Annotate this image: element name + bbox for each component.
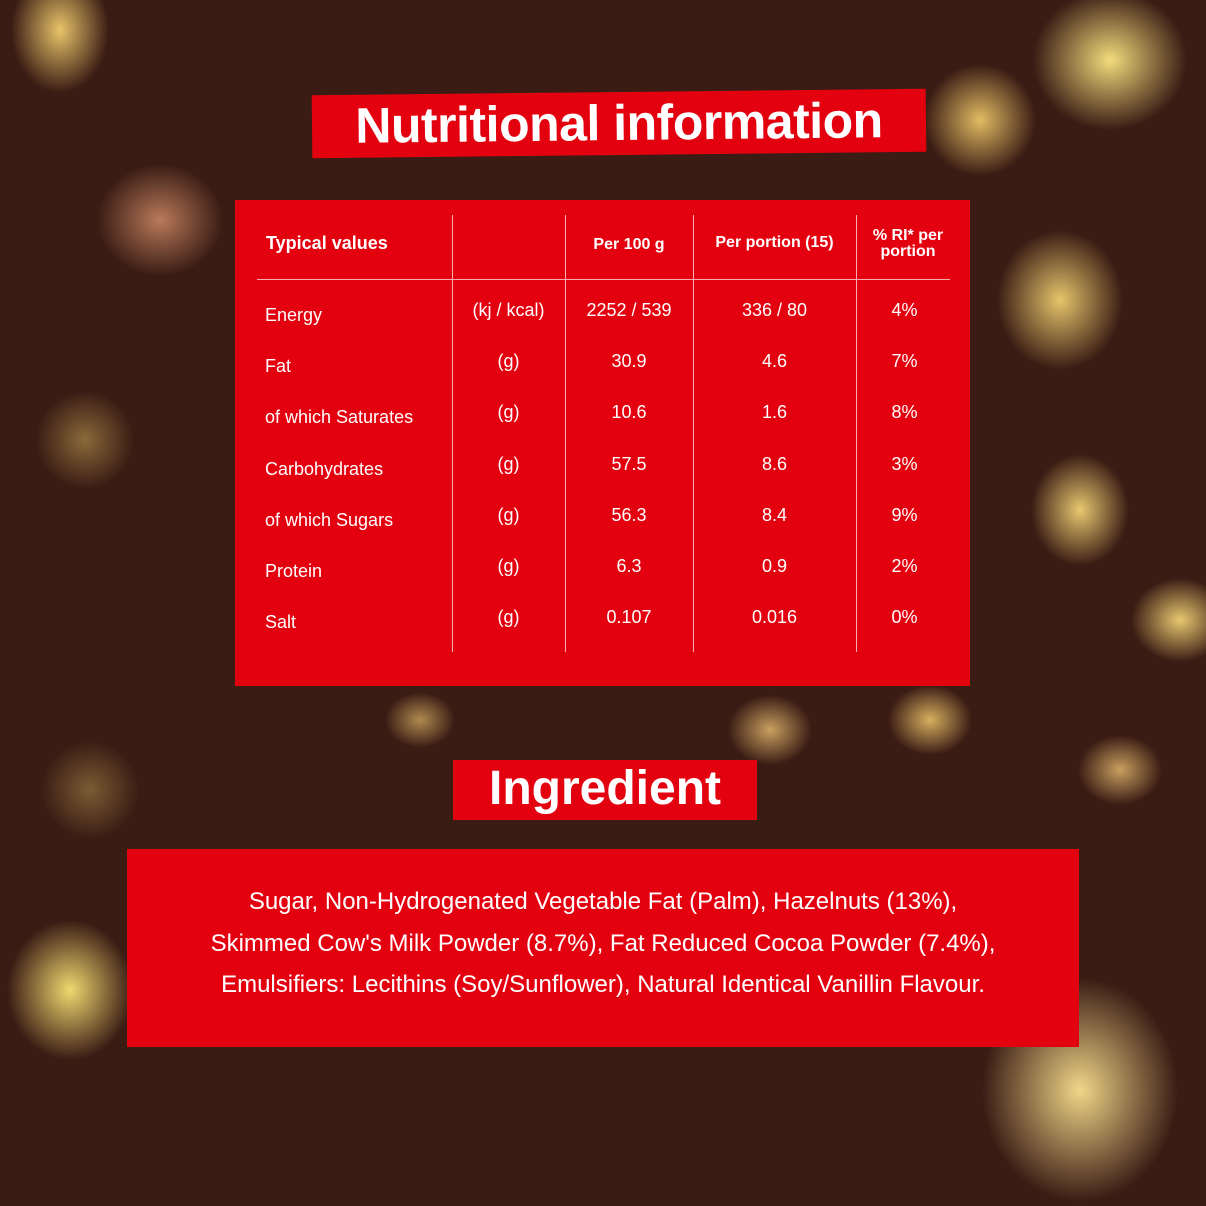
nutrition-cell-ri: 0%	[891, 607, 918, 628]
nutrition-cell-unit: (g)	[497, 504, 520, 525]
nutrition-cell-unit: (kj / kcal)	[472, 300, 545, 320]
nutrition-cell-per100: 2252 / 539	[586, 300, 672, 320]
nutrition-table: Typical values Per 100 g Per portion (15…	[235, 200, 970, 686]
nutrition-cell-unit: (g)	[497, 556, 520, 576]
nutrition-cell-name: Fat	[265, 356, 292, 377]
nutrition-cell-ri: 2%	[891, 556, 918, 576]
nutrition-cell-portion: 8.4	[761, 504, 788, 525]
column-divider	[565, 215, 566, 652]
nutrition-cell-ri: 3%	[891, 453, 918, 474]
nutrition-cell-per100: 10.6	[611, 402, 647, 423]
ingredients-line: Sugar, Non-Hydrogenated Vegetable Fat (P…	[248, 888, 958, 915]
nutrition-cell-per100: 30.9	[611, 351, 647, 372]
column-divider	[856, 215, 857, 652]
nutrition-cell-per100: 57.5	[611, 453, 647, 474]
nutrition-cell-name: Protein	[265, 561, 323, 581]
ingredients-text: Sugar, Non-Hydrogenated Vegetable Fat (P…	[127, 849, 1079, 1047]
nutrition-cell-ri: 7%	[891, 351, 918, 372]
nutrition-cell-name: Carbohydrates	[265, 458, 384, 479]
header-per-100g: Per 100 g	[593, 236, 665, 253]
column-divider	[693, 215, 694, 652]
column-divider	[452, 215, 453, 652]
nutrition-cell-per100: 0.107	[606, 607, 652, 628]
nutrition-cell-name: Salt	[265, 612, 297, 633]
nutrition-cell-name: Energy	[265, 305, 323, 325]
nutrition-cell-name: of which Saturates	[265, 407, 414, 428]
nutrition-cell-portion: 4.6	[761, 351, 788, 372]
nutrition-cell-portion: 8.6	[761, 453, 788, 474]
nutrition-cell-portion: 336 / 80	[741, 300, 808, 320]
nutrition-cell-portion: 0.9	[761, 556, 788, 576]
ingredients-title: Ingredient	[453, 760, 757, 820]
nutrition-cell-per100: 56.3	[611, 504, 647, 525]
nutrition-cell-ri: 8%	[891, 402, 918, 423]
nutrition-title: Nutritional information	[311, 88, 927, 159]
nutrition-cell-ri: 9%	[891, 504, 918, 525]
header-per-portion: Per portion (15)	[715, 234, 834, 251]
nutrition-cell-portion: 1.6	[761, 402, 788, 423]
nutrition-cell-unit: (g)	[497, 453, 520, 474]
nutrition-cell-portion: 0.016	[751, 607, 798, 628]
header-divider	[257, 279, 950, 280]
ingredients-line: Skimmed Cow's Milk Powder (8.7%), Fat Re…	[210, 929, 996, 957]
nutrition-cell-unit: (g)	[497, 607, 520, 628]
header-ri: % RI* per portion	[872, 227, 944, 260]
nutrition-cell-ri: 4%	[891, 300, 918, 320]
header-typical-values: Typical values	[266, 233, 388, 253]
nutrition-cell-unit: (g)	[497, 402, 520, 423]
nutrition-cell-name: of which Sugars	[265, 509, 394, 530]
ingredients-line: Emulsifiers: Lecithins (Soy/Sunflower), …	[221, 971, 985, 998]
nutrition-cell-unit: (g)	[497, 351, 520, 372]
nutrition-cell-per100: 6.3	[616, 556, 642, 576]
